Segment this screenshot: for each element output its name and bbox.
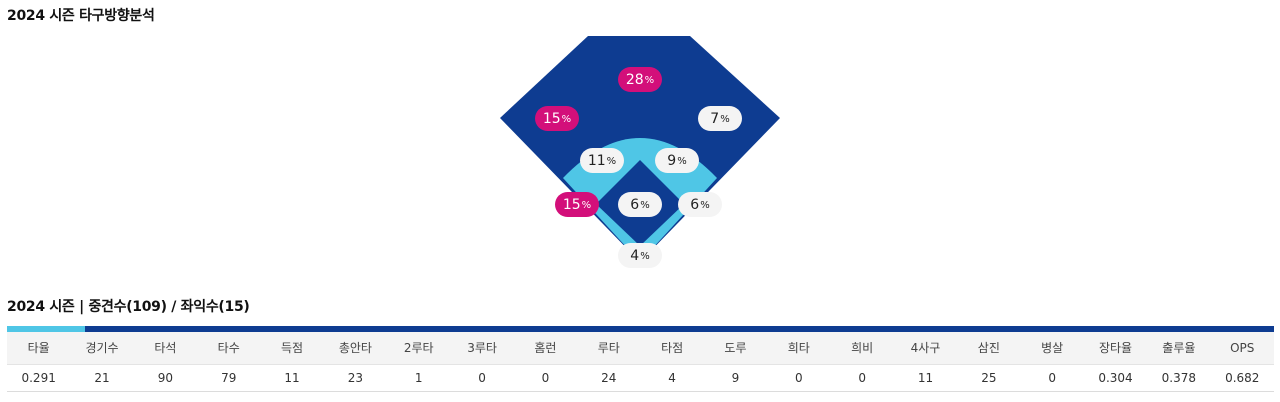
value-runs: 11 [260, 364, 324, 392]
baseball-field-diagram [500, 36, 780, 262]
zone-value: 11 [587, 152, 606, 169]
zone-value: 15 [542, 110, 561, 127]
header-so: 삼진 [957, 332, 1021, 365]
percent-unit: % [606, 156, 617, 167]
zone-value: 6 [630, 196, 640, 213]
zone-value: 15 [562, 196, 581, 213]
header-ab: 타수 [197, 332, 261, 365]
header-avg: 타율 [7, 332, 71, 365]
percent-unit: % [677, 156, 687, 167]
value-hr: 0 [513, 364, 578, 392]
value-sb: 9 [703, 364, 768, 392]
zone-value: 4 [630, 247, 640, 264]
percent-unit: % [581, 200, 592, 211]
zone-home: 4% [618, 243, 662, 268]
zone-value: 9 [667, 152, 677, 169]
percent-unit: % [644, 75, 655, 86]
zone-left-line: 15% [555, 192, 599, 217]
value-avg: 0.291 [7, 364, 71, 392]
header-tb: 루타 [577, 332, 641, 365]
header-pa: 타석 [133, 332, 198, 365]
header-bb-hbp: 4사구 [893, 332, 958, 365]
zone-left-deep: 15% [535, 106, 579, 131]
header-doubles: 2루타 [387, 332, 451, 365]
header-rbi: 타점 [640, 332, 704, 365]
value-rbi: 4 [640, 364, 704, 392]
value-ops: 0.682 [1210, 364, 1274, 392]
percent-unit: % [640, 251, 650, 262]
spray-field: 28% 15% 7% 11% 9% 15% 6% 6% 4% [500, 36, 780, 268]
value-triples: 0 [450, 364, 514, 392]
header-ops: OPS [1210, 332, 1274, 365]
header-obp: 출루율 [1147, 332, 1211, 365]
percent-unit: % [700, 200, 710, 211]
value-hits: 23 [323, 364, 388, 392]
spray-chart-title: 2024 시즌 타구방향분석 [7, 8, 155, 24]
percent-unit: % [561, 114, 572, 125]
value-slg: 0.304 [1083, 364, 1148, 392]
zone-right-mid: 9% [655, 148, 699, 173]
value-tb: 24 [577, 364, 641, 392]
zone-value: 6 [690, 196, 700, 213]
table-top-accent [7, 326, 85, 332]
header-hr: 홈런 [513, 332, 578, 365]
zone-infield: 6% [618, 192, 662, 217]
stats-value-row: 0.291 21 90 79 11 23 1 0 0 24 4 9 0 0 11… [7, 364, 1274, 392]
value-so: 25 [957, 364, 1021, 392]
zone-value: 7 [710, 110, 720, 127]
header-runs: 득점 [260, 332, 324, 365]
percent-unit: % [720, 114, 730, 125]
value-doubles: 1 [387, 364, 451, 392]
value-pa: 90 [133, 364, 198, 392]
stats-table-container: 타율 경기수 타석 타수 득점 총안타 2루타 3루타 홈런 루타 타점 도루 … [7, 326, 1274, 392]
percent-unit: % [640, 200, 650, 211]
stats-header-row: 타율 경기수 타석 타수 득점 총안타 2루타 3루타 홈런 루타 타점 도루 … [7, 332, 1274, 365]
header-sb: 도루 [703, 332, 768, 365]
zone-right-deep: 7% [698, 106, 742, 131]
zone-center-deep: 28% [618, 67, 662, 92]
value-gdp: 0 [1020, 364, 1084, 392]
value-sac-fly: 0 [830, 364, 894, 392]
zone-right-line: 6% [678, 192, 722, 217]
header-hits: 총안타 [323, 332, 388, 365]
header-triples: 3루타 [450, 332, 514, 365]
value-sac-bunt: 0 [767, 364, 831, 392]
header-sac-bunt: 희타 [767, 332, 831, 365]
header-slg: 장타율 [1083, 332, 1148, 365]
value-obp: 0.378 [1147, 364, 1211, 392]
zone-value: 28 [625, 71, 644, 88]
value-games: 21 [70, 364, 134, 392]
header-games: 경기수 [70, 332, 134, 365]
table-top-bar [7, 326, 1274, 332]
value-bb-hbp: 11 [893, 364, 958, 392]
header-sac-fly: 희비 [830, 332, 894, 365]
zone-left-mid: 11% [580, 148, 624, 173]
header-gdp: 병살 [1020, 332, 1084, 365]
season-stats-table: 타율 경기수 타석 타수 득점 총안타 2루타 3루타 홈런 루타 타점 도루 … [7, 332, 1274, 392]
value-ab: 79 [197, 364, 261, 392]
season-stats-title: 2024 시즌 | 중견수(109) / 좌익수(15) [7, 299, 250, 315]
